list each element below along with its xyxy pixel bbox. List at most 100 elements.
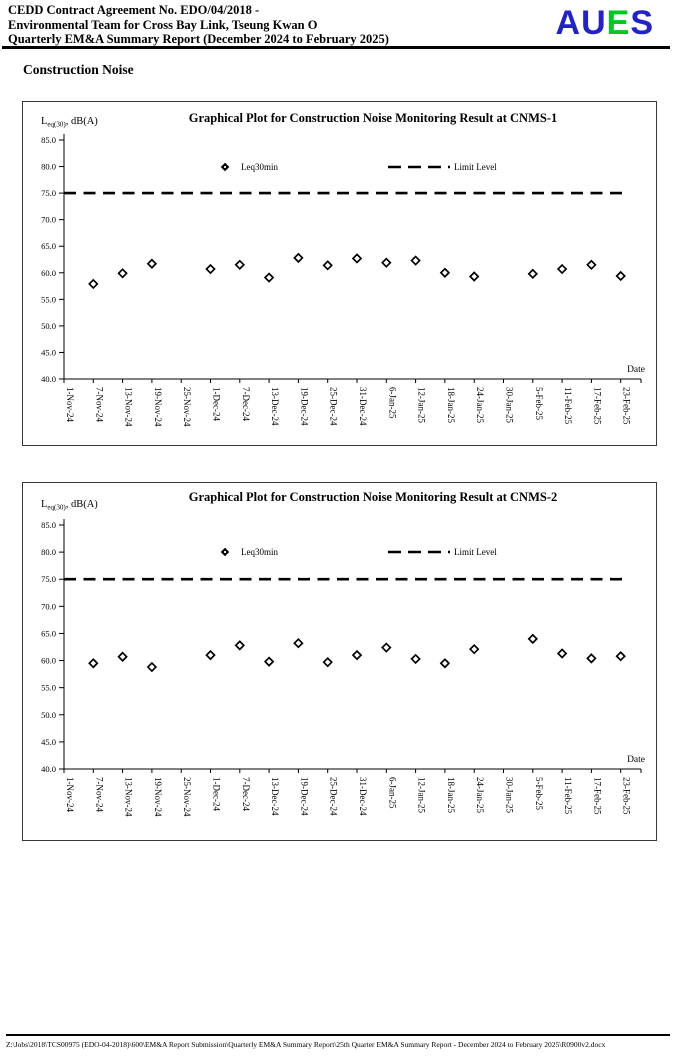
data-point [439,658,451,669]
x-tick-label: 7-Dec-24 [241,777,251,811]
legend-label-leq30min: Leq30min [241,547,278,557]
x-tick-label: 31-Dec-24 [358,387,368,426]
x-tick-label: 13-Nov-24 [124,387,134,427]
x-tick-label: 7-Dec-24 [241,387,251,421]
data-point [527,633,539,645]
y-tick-label: 50.0 [41,710,56,720]
x-tick-label: 17-Feb-25 [592,777,602,815]
x-tick-label: 7-Nov-24 [94,777,104,812]
x-tick-label: 24-Jan-25 [475,387,485,423]
chart-cnms2: Graphical Plot for Construction Noise Mo… [22,482,657,841]
data-point [615,270,626,282]
logo-letter-u: U [581,4,607,42]
y-tick-label: 55.0 [41,294,56,304]
data-point [293,252,304,264]
y-axis-unit-label: Leq(30), dB(A) [41,499,98,512]
logo-letter-e: E [606,4,631,42]
y-tick-label: 70.0 [41,601,56,611]
x-tick-label: 5-Feb-25 [534,387,544,420]
x-tick-label: 18-Jan-25 [446,777,456,813]
data-point [117,651,128,662]
y-tick-label: 60.0 [41,268,56,278]
data-point [468,643,480,655]
data-point [293,638,304,649]
y-axis-unit-label: Leq(30), dB(A) [41,116,98,129]
data-point [88,278,99,290]
x-tick-label: 6-Jan-25 [387,387,397,419]
x-tick-label: 31-Dec-24 [358,777,368,816]
data-point [615,651,626,662]
x-axis-date-label: Date [627,755,645,765]
header-line3: Quarterly EM&A Summary Report (December … [8,32,389,46]
y-tick-label: 85.0 [41,135,56,145]
data-point [205,263,216,275]
x-tick-label: 30-Jan-25 [505,777,515,813]
x-axis-date-label: Date [627,365,645,375]
data-point [586,653,597,664]
x-tick-label: 1-Dec-24 [212,777,222,811]
legend-marker-center-dot [223,165,227,169]
x-tick-label: 13-Nov-24 [124,777,134,817]
header-line2: Environmental Team for Cross Bay Link, T… [8,17,318,32]
x-tick-label: 25-Nov-24 [182,777,192,817]
x-tick-label: 13-Dec-24 [270,777,280,816]
data-point [263,656,275,667]
y-tick-label: 80.0 [41,162,56,172]
y-tick-label: 55.0 [41,683,56,693]
x-tick-label: 23-Feb-25 [622,387,632,425]
y-tick-label: 45.0 [41,347,56,357]
logo-letter-a: A [555,4,582,42]
x-tick-label: 1-Dec-24 [212,387,222,421]
report-header: CEDD Contract Agreement No. EDO/04/2018 … [8,3,528,47]
data-point [410,255,421,266]
data-point [410,653,421,665]
x-tick-label: 12-Jan-25 [417,777,427,813]
chart-cnms1-canvas: Graphical Plot for Construction Noise Mo… [41,111,645,427]
x-tick-label: 25-Dec-24 [329,777,339,816]
x-tick-label: 30-Jan-25 [505,387,515,423]
x-tick-label: 11-Feb-25 [563,387,573,425]
chart-title: Graphical Plot for Construction Noise Mo… [189,111,558,125]
x-tick-label: 24-Jan-25 [475,777,485,813]
footer-rule [6,1034,670,1036]
y-tick-label: 80.0 [41,547,56,557]
data-point [586,259,597,271]
logo-letter-s: S [630,4,654,42]
x-tick-label: 19-Nov-24 [153,777,163,817]
data-point [439,267,451,278]
x-tick-label: 5-Feb-25 [534,777,544,810]
x-tick-label: 23-Feb-25 [622,777,632,815]
data-point [205,649,216,661]
y-tick-label: 45.0 [41,737,56,747]
legend-label-leq30min: Leq30min [241,162,278,172]
data-point [351,253,363,264]
x-tick-label: 18-Jan-25 [446,387,456,423]
y-tick-label: 75.0 [41,188,56,198]
data-point [556,648,568,659]
x-tick-label: 7-Nov-24 [94,387,104,422]
data-point [263,272,275,283]
legend-label-limit-level: Limit Level [454,547,497,557]
data-point [146,661,158,673]
x-tick-label: 17-Feb-25 [592,387,602,425]
y-tick-label: 65.0 [41,241,56,251]
x-tick-label: 19-Dec-24 [299,777,309,816]
legend-marker-center-dot [223,550,227,554]
data-point [322,656,333,668]
x-tick-label: 11-Feb-25 [563,777,573,815]
data-point [146,258,158,269]
y-tick-label: 50.0 [41,321,56,331]
data-point [88,658,99,669]
x-tick-label: 13-Dec-24 [270,387,280,426]
y-tick-label: 60.0 [41,656,56,666]
legend-label-limit-level: Limit Level [454,162,497,172]
y-tick-label: 75.0 [41,574,56,584]
x-tick-label: 1-Nov-24 [65,777,75,812]
data-point [381,642,392,653]
y-tick-label: 40.0 [41,764,56,774]
y-tick-label: 85.0 [41,520,56,530]
x-tick-label: 1-Nov-24 [65,387,75,422]
y-tick-label: 70.0 [41,215,56,225]
chart-cnms1: Graphical Plot for Construction Noise Mo… [22,101,657,446]
